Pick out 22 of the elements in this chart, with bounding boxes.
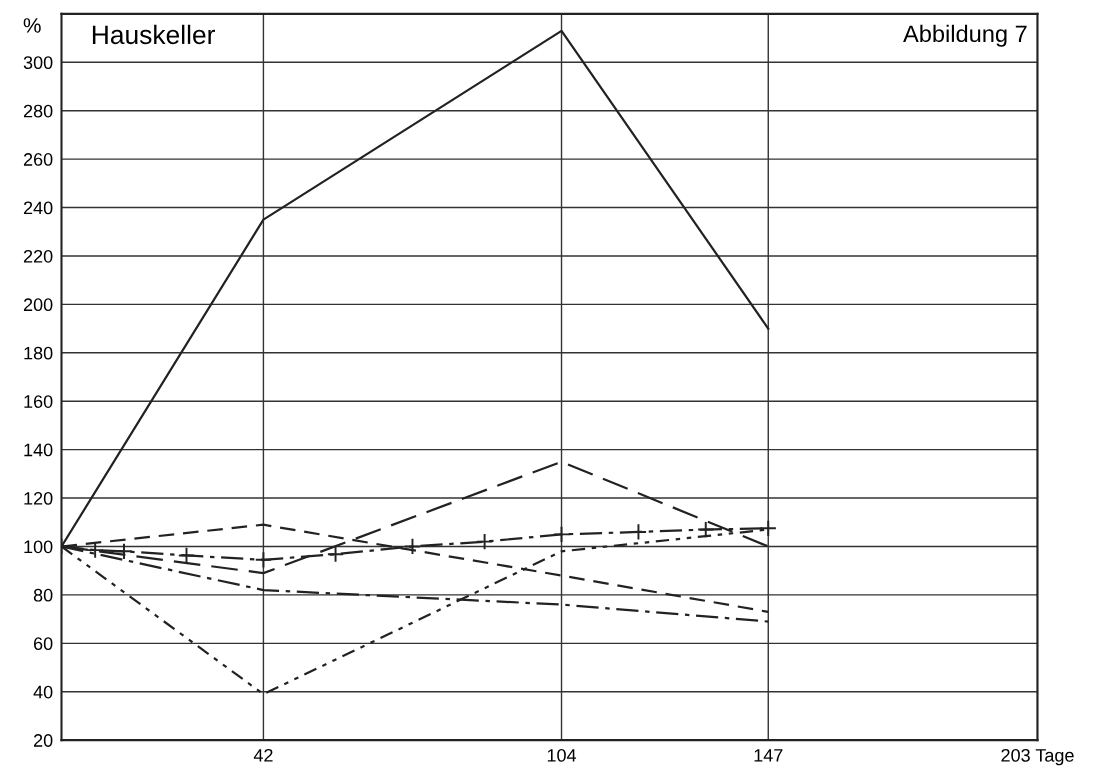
y-tick-label: 80 [33, 588, 53, 602]
y-tick-label: 140 [24, 443, 53, 457]
y-tick-label: 160 [24, 395, 53, 408]
y-axis-title: % [23, 18, 41, 33]
x-tick-label: 104 [547, 748, 577, 762]
x-tick-label: 203 Tage [1001, 748, 1074, 766]
y-tick-label: 260 [23, 153, 53, 166]
y-tick-label: 20 [33, 734, 53, 747]
y-tick-label: 180 [24, 346, 53, 360]
y-tick-label: 220 [23, 249, 53, 263]
y-tick-label: 100 [24, 540, 53, 554]
chart-title: Hauskeller [92, 24, 215, 45]
x-tick-label: 147 [754, 749, 783, 762]
annotation: Abbildung 7 [903, 24, 1027, 47]
y-tick-label: 60 [33, 637, 53, 651]
x-tick-label: 42 [253, 748, 273, 762]
y-tick-label: 300 [23, 56, 53, 70]
y-tick-label: 120 [24, 492, 53, 505]
y-tick-label: 40 [33, 685, 53, 699]
y-tick-label: 240 [23, 201, 53, 215]
y-tick-label: 200 [23, 298, 53, 312]
y-tick-label: 280 [23, 104, 53, 118]
